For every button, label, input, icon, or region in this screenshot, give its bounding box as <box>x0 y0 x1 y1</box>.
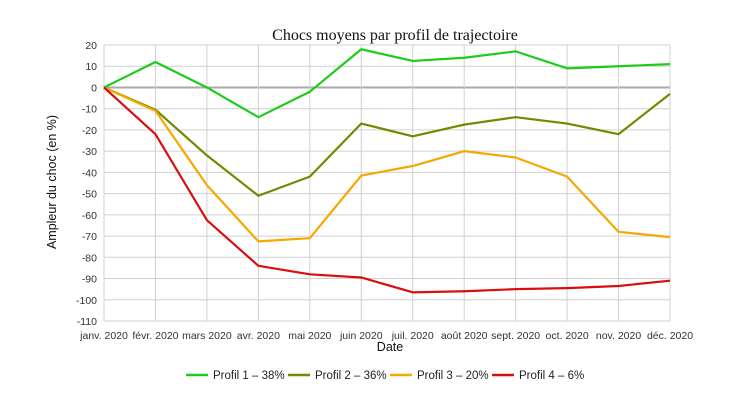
series-line-profil-3 <box>103 86 671 243</box>
x-tick-label: sept. 2020 <box>491 330 540 342</box>
x-tick-label: juin 2020 <box>339 330 383 342</box>
y-tick-label: -30 <box>82 146 97 158</box>
y-tick-label: -70 <box>82 231 97 243</box>
y-tick-label: -90 <box>82 274 97 286</box>
series-line-profil-4 <box>103 86 671 294</box>
x-tick-label: déc. 2020 <box>647 330 693 342</box>
y-tick-label: -40 <box>82 167 97 179</box>
y-tick-label: -110 <box>77 316 97 328</box>
y-axis: 20 10 0 -10 -20 -30 -40 -50 -60 -70 -80 -90 -100 -110 <box>76 40 97 328</box>
y-tick-label: 0 <box>91 82 97 94</box>
x-axis-label: Date <box>377 340 403 354</box>
x-tick-label: févr. 2020 <box>132 330 178 342</box>
y-tick-label: -10 <box>82 104 97 116</box>
chart-title: Chocs moyens par profil de trajectoire <box>272 27 518 44</box>
series-line-profil-1 <box>103 48 671 119</box>
y-tick-label: -80 <box>82 252 97 264</box>
legend-item: Profil 3 – 20% <box>390 370 489 382</box>
x-tick-label: mars 2020 <box>182 330 232 342</box>
x-axis: janv. 2020 févr. 2020 mars 2020 avr. 2020 ma… <box>79 330 693 342</box>
x-tick-label: oct. 2020 <box>545 330 588 342</box>
legend-label: Profil 1 – 38% <box>213 370 285 382</box>
x-tick-label: nov. 2020 <box>596 330 642 342</box>
y-tick-label: -50 <box>82 189 97 201</box>
x-tick-label: août 2020 <box>441 330 488 342</box>
y-tick-label: 20 <box>85 40 97 52</box>
x-tick-label: avr. 2020 <box>237 330 280 342</box>
y-tick-label: -100 <box>76 295 97 307</box>
series-line-profil-2 <box>103 86 671 197</box>
grid <box>103 44 671 322</box>
x-tick-label: juil. 2020 <box>391 330 434 342</box>
legend-label: Profil 3 – 20% <box>417 370 489 382</box>
y-tick-label: 10 <box>85 61 97 73</box>
legend-item: Profil 2 – 36% <box>288 370 387 382</box>
legend-label: Profil 4 – 6% <box>519 370 584 382</box>
legend-label: Profil 2 – 36% <box>315 370 387 382</box>
x-tick-label: janv. 2020 <box>79 330 128 342</box>
y-axis-label: Ampleur du choc (en %) <box>45 115 59 249</box>
legend-item: Profil 4 – 6% <box>492 370 584 382</box>
y-tick-label: -60 <box>82 210 97 222</box>
y-tick-label: -20 <box>82 125 97 137</box>
x-tick-label: mai 2020 <box>288 330 331 342</box>
legend: Profil 1 – 38% Profil 2 – 36% Profil 3 – 2… <box>186 370 584 382</box>
legend-item: Profil 1 – 38% <box>186 370 285 382</box>
series-lines <box>103 48 671 294</box>
